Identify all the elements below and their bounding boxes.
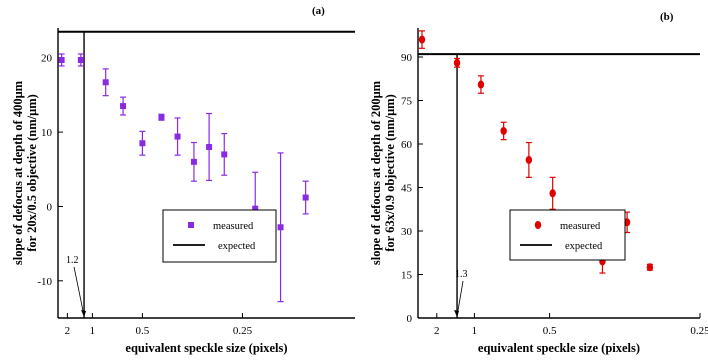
data-point — [252, 205, 259, 212]
y-tick-label: 60 — [401, 139, 413, 151]
y-tick-label: 0 — [407, 313, 413, 325]
vline-label: 1.3 — [455, 269, 468, 280]
y-tick-label: 10 — [41, 127, 53, 139]
legend-label: expected — [565, 241, 603, 252]
x-tick-label: 0.25 — [690, 325, 708, 337]
y-tick-label: 20 — [41, 53, 53, 65]
x-tick-label: 1 — [472, 325, 478, 337]
x-tick-label: 2 — [434, 325, 440, 337]
y-tick-label: -10 — [37, 276, 52, 288]
x-tick-label: 2 — [65, 325, 71, 337]
data-point — [158, 114, 165, 121]
y-axis-label: slope of defocus at depth of 200μm — [369, 80, 383, 265]
legend-box — [509, 209, 626, 261]
x-tick-label: 1 — [90, 325, 96, 337]
y-tick-label: 90 — [401, 52, 413, 64]
y-tick-label: 30 — [401, 226, 413, 238]
vline-pointer — [73, 266, 85, 317]
data-point — [646, 263, 654, 272]
vline-pointer — [456, 280, 464, 317]
vline-arrowhead — [454, 310, 460, 317]
legend-label: expected — [218, 241, 256, 252]
legend-marker — [534, 221, 542, 229]
y-axis-label: for 20x/0.5 objective (nm/μm) — [25, 94, 39, 252]
legend-box — [162, 209, 277, 263]
y-tick-label: 15 — [401, 270, 413, 282]
y-tick-label: 0 — [47, 201, 53, 213]
data-point — [302, 194, 309, 201]
y-tick-label: 75 — [401, 96, 413, 108]
data-point — [77, 56, 84, 63]
data-point — [453, 58, 461, 67]
legend-marker — [188, 222, 194, 228]
data-point — [206, 143, 213, 150]
data-point — [500, 126, 507, 135]
data-point — [277, 224, 284, 231]
data-point — [120, 103, 127, 110]
panel-b: 0 15 30 45 60 75 90 2 1 0.5 0.25 equivalent speckle… — [369, 11, 708, 355]
vline-label: 1.2 — [66, 255, 79, 266]
panel-label: (a) — [312, 5, 325, 17]
x-tick-label: 0.5 — [543, 325, 557, 337]
data-point — [174, 133, 181, 140]
data-point — [525, 155, 533, 164]
x-tick-label: 0.5 — [136, 325, 150, 337]
data-point — [477, 80, 485, 89]
data-point — [102, 79, 109, 86]
data-point — [418, 35, 426, 44]
y-tick-label: 45 — [401, 183, 413, 195]
panel-a: -10 0 10 20 2 1 0.5 0.25 equivalent speckle size… — [11, 5, 355, 355]
data-point — [58, 56, 65, 63]
legend-label: measured — [213, 221, 254, 232]
data-point — [221, 151, 228, 158]
legend-label: measured — [560, 221, 601, 232]
y-axis-label: for 63x/0.9 objective (nm/μm) — [383, 94, 397, 252]
vline-arrowhead — [81, 310, 87, 317]
x-axis-label: equivalent speckle size (pixels) — [125, 341, 287, 355]
panel-label: (b) — [660, 11, 674, 23]
data-point — [549, 189, 556, 198]
data-point — [190, 158, 197, 165]
x-tick-label: 0.25 — [233, 325, 253, 337]
x-axis-label: equivalent speckle size (pixels) — [478, 341, 640, 355]
y-axis-label: slope of defocus at depth of 400μm — [11, 80, 25, 265]
data-point — [139, 140, 146, 147]
